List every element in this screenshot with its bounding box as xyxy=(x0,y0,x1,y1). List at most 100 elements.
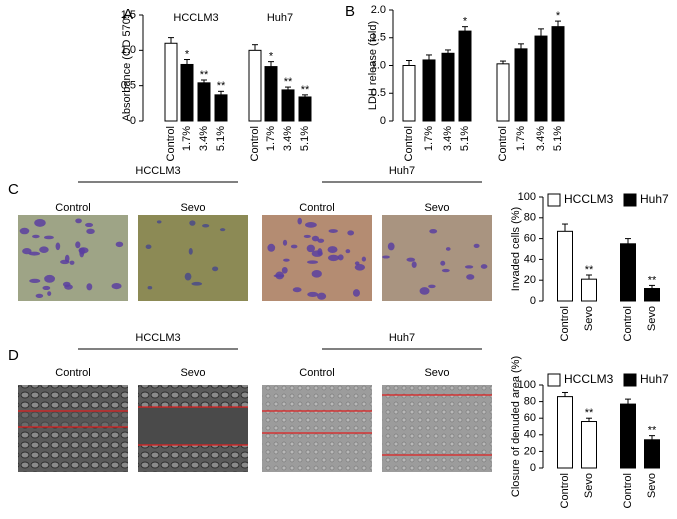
bar xyxy=(180,63,194,122)
bar xyxy=(557,396,573,469)
condition-label: Control xyxy=(55,202,90,214)
legend-swatch xyxy=(623,193,637,207)
x-tick-label: 5.1% xyxy=(552,126,564,151)
stained-cell xyxy=(115,241,124,248)
condition-label: Sevo xyxy=(180,367,205,379)
stained-cell xyxy=(55,242,61,251)
x-tick-label: 3.4% xyxy=(535,126,547,151)
x-tick-label: Control xyxy=(559,306,571,341)
y-tick-label: 40 xyxy=(524,253,536,265)
bar xyxy=(214,94,228,122)
x-tick-label: Sevo xyxy=(583,306,595,331)
stained-cell xyxy=(267,243,276,252)
bar xyxy=(402,65,416,122)
stained-cell xyxy=(441,268,450,273)
stained-cell xyxy=(156,220,162,224)
significance: ** xyxy=(284,76,293,88)
x-tick-label: 3.4% xyxy=(282,126,294,151)
stained-cell xyxy=(42,285,51,291)
legend-label: HCCLM3 xyxy=(564,372,614,386)
condition-label: Control xyxy=(55,367,90,379)
stained-cell xyxy=(35,293,44,298)
y-tick-label: 100 xyxy=(518,191,536,203)
stained-cell xyxy=(189,220,196,226)
condition-label: Control xyxy=(299,367,334,379)
y-tick-label: 0 xyxy=(530,295,536,307)
x-tick-label: 5.1% xyxy=(459,126,471,151)
bar xyxy=(644,439,660,469)
stained-cell xyxy=(327,254,340,262)
stained-cell xyxy=(202,223,210,228)
stained-cell xyxy=(480,264,488,269)
significance: ** xyxy=(217,80,226,92)
bar xyxy=(441,52,455,122)
significance: ** xyxy=(585,264,594,276)
y-tick-label: 2.0 xyxy=(371,4,386,16)
legend-label: Huh7 xyxy=(640,192,669,206)
legend-swatch xyxy=(547,193,561,207)
y-tick-label: 60 xyxy=(524,233,536,245)
bar xyxy=(197,82,211,122)
stained-cell xyxy=(212,266,219,272)
bar xyxy=(534,35,548,122)
significance: ** xyxy=(200,69,209,81)
stained-cell xyxy=(75,241,81,249)
stained-cell xyxy=(297,217,302,225)
x-tick-label: 1.7% xyxy=(181,126,193,151)
legend-swatch xyxy=(623,373,637,387)
stained-cell xyxy=(147,286,153,290)
x-tick-label: Sevo xyxy=(646,473,658,498)
micrograph xyxy=(262,385,372,472)
condition-label: Sevo xyxy=(424,202,449,214)
stained-cell xyxy=(306,260,319,264)
stained-cell xyxy=(345,249,351,254)
panel-label: A xyxy=(123,6,133,23)
bar xyxy=(551,26,565,122)
stained-cell xyxy=(311,270,322,278)
x-tick-label: 3.4% xyxy=(442,126,454,151)
stained-cell xyxy=(445,247,451,251)
panel-label: D xyxy=(8,347,19,364)
stained-cell xyxy=(428,284,436,289)
micrograph xyxy=(382,385,492,472)
stained-cell xyxy=(354,264,366,271)
y-tick-label: 80 xyxy=(524,212,536,224)
x-tick-label: Control xyxy=(249,126,261,161)
bar xyxy=(496,63,510,122)
micrograph xyxy=(382,215,492,301)
stained-cell xyxy=(275,271,285,280)
x-tick-label: 3.4% xyxy=(198,126,210,151)
x-tick-label: Control xyxy=(622,473,634,508)
x-tick-label: Sevo xyxy=(583,473,595,498)
stained-cell xyxy=(361,256,367,262)
significance: * xyxy=(556,10,561,22)
bar xyxy=(581,278,597,302)
bar xyxy=(514,48,528,122)
y-tick-label: 0 xyxy=(380,115,386,127)
stained-cell xyxy=(352,289,360,297)
stained-cell xyxy=(440,260,446,266)
bar xyxy=(644,288,660,302)
stained-cell xyxy=(22,248,32,255)
panel-label: C xyxy=(8,181,19,198)
significance: ** xyxy=(648,425,657,437)
group-label: HCCLM3 xyxy=(173,12,218,24)
stained-cell xyxy=(290,244,298,249)
stained-cell xyxy=(311,250,323,257)
stained-cell xyxy=(64,284,73,290)
stained-cell xyxy=(292,287,302,293)
stained-cell xyxy=(32,234,40,239)
significance: * xyxy=(269,51,274,63)
stained-cell xyxy=(86,228,95,235)
y-axis-label: Absorbance (OD 570) xyxy=(121,15,133,122)
stained-cell xyxy=(85,222,94,228)
stained-cell xyxy=(219,228,226,232)
stained-cell xyxy=(283,258,290,262)
stained-cell xyxy=(86,283,93,291)
condition-label: Control xyxy=(299,202,334,214)
x-tick-label: Control xyxy=(559,473,571,508)
micrograph xyxy=(262,215,372,301)
stained-cell xyxy=(406,257,416,262)
